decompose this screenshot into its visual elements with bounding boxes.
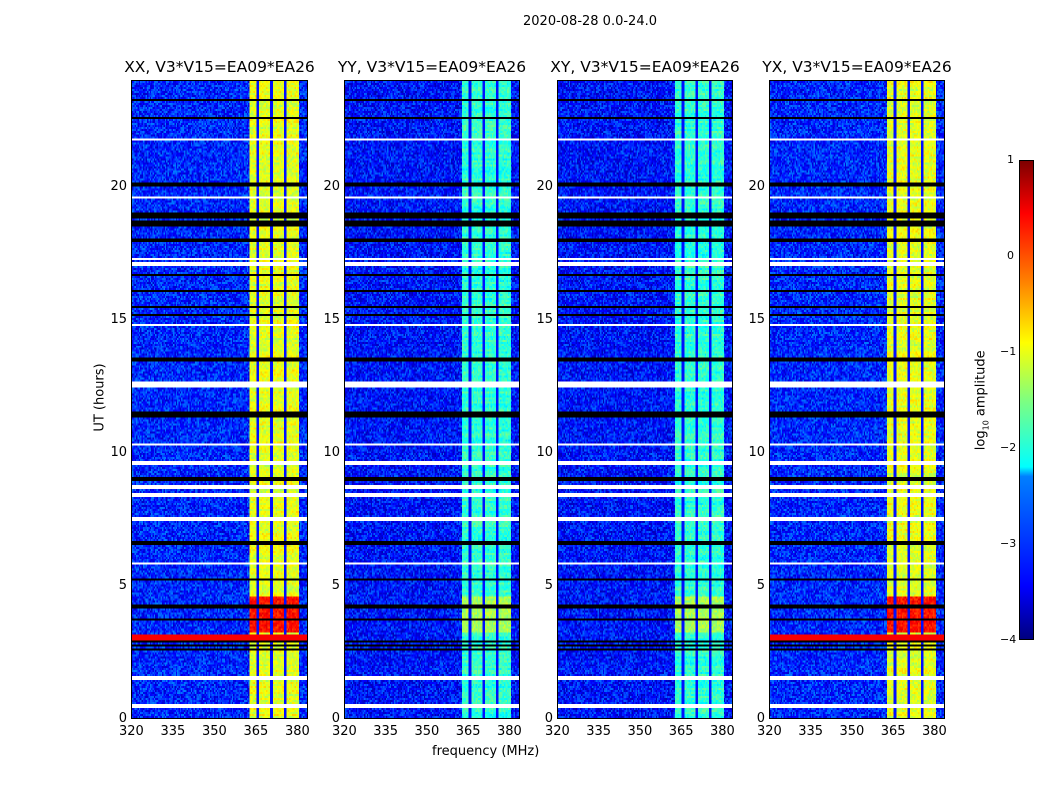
spectrogram-canvas [770,81,944,718]
y-tick-label: 5 [756,577,765,593]
y-tick-label: 5 [544,577,553,593]
x-tick-label: 350 [414,724,440,739]
spectrogram-canvas [558,81,732,718]
colorbar-tick-label: −3 [1000,537,1017,550]
panel-title: XX, V3*V15=EA09*EA26 [124,58,315,76]
y-tick-label: 15 [536,311,553,327]
x-tick-label: 335 [586,724,612,739]
x-tick-label: 365 [880,724,906,739]
panel-title: YY, V3*V15=EA09*EA26 [337,58,527,76]
y-tick-label: 0 [544,711,553,726]
colorbar-tick-label: −2 [1000,441,1017,454]
y-tick-label: 10 [536,444,553,460]
colorbar [1019,160,1034,640]
panel-title: YX, V3*V15=EA09*EA26 [762,58,952,76]
colorbar-tick-label: 1 [1007,153,1014,166]
y-tick-label: 15 [110,311,127,327]
x-tick-label: 365 [668,724,694,739]
colorbar-tick-label: −4 [1000,633,1017,646]
y-tick-label: 20 [536,178,553,194]
colorbar-tick-label: 0 [1007,249,1014,262]
heatmap-panel [769,80,945,719]
y-tick-label: 20 [110,178,127,194]
spectrogram-canvas [132,81,307,718]
x-tick-label: 380 [710,724,735,739]
x-axis-label: frequency (MHz) [432,744,540,759]
x-tick-label: 365 [243,724,269,739]
heatmap-panel [344,80,520,719]
x-tick-label: 335 [798,724,824,739]
y-tick-label: 10 [110,444,127,460]
x-tick-label: 380 [922,724,947,739]
x-tick-label: 350 [627,724,653,739]
y-tick-label: 0 [756,711,765,726]
y-tick-label: 15 [323,311,340,327]
y-tick-label: 5 [331,577,340,593]
heatmap-panel [557,80,733,719]
heatmap-panel [131,80,308,719]
x-tick-label: 320 [757,724,782,739]
x-tick-label: 320 [332,724,357,739]
x-tick-label: 320 [545,724,570,739]
y-tick-label: 5 [118,577,127,593]
y-tick-label: 10 [748,444,765,460]
x-tick-label: 320 [119,724,144,739]
y-tick-label: 0 [331,711,340,726]
colorbar-tick-label: −1 [1000,345,1017,358]
panel-title: XY, V3*V15=EA09*EA26 [550,58,740,76]
x-tick-label: 350 [201,724,227,739]
x-tick-label: 335 [160,724,186,739]
x-tick-label: 380 [284,724,310,739]
x-tick-label: 380 [497,724,522,739]
y-tick-label: 20 [323,178,340,194]
x-tick-label: 350 [839,724,865,739]
x-tick-label: 365 [455,724,481,739]
y-tick-label: 20 [748,178,765,194]
spectrogram-canvas [345,81,519,718]
y-axis-label: UT (hours) [92,363,108,432]
colorbar-label: log10 amplitude [973,350,991,451]
y-tick-label: 15 [748,311,765,327]
x-tick-label: 335 [373,724,399,739]
figure-title: 2020-08-28 0.0-24.0 [523,14,657,29]
y-tick-label: 10 [323,444,340,460]
y-tick-label: 0 [118,711,127,726]
